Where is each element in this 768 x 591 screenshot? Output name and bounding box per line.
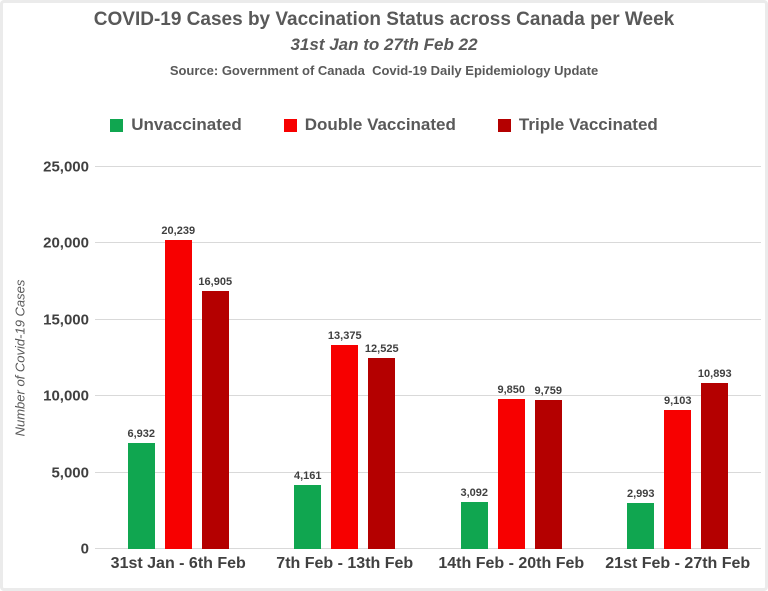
x-tick-label: 7th Feb - 13th Feb [276, 555, 414, 572]
bar-unvaccinated: 4,161 [294, 470, 322, 549]
bar-value-label: 9,850 [497, 383, 526, 396]
y-tick-label: 20,000 [43, 234, 89, 252]
bar-group: 4,161 13,375 12,525 [262, 167, 429, 549]
legend-label: Unvaccinated [131, 115, 242, 134]
bar-value-label: 3,092 [460, 486, 489, 499]
gridline [95, 318, 761, 320]
y-tick-label: 10,000 [43, 387, 89, 405]
bar-value-label: 20,239 [161, 224, 196, 237]
plot-area: 6,932 20,239 16,905 4,161 13,375 12,525 3,092 9… [95, 166, 761, 549]
legend-label: Double Vaccinated [304, 115, 456, 134]
legend-swatch [497, 118, 511, 132]
y-tick-label: 0 [80, 540, 89, 558]
chart-subtitle: 31st Jan to 27th Feb 22 [290, 35, 478, 54]
x-tick-label: 21st Feb - 27th Feb [605, 555, 751, 572]
bar-triple-vaccinated: 9,759 [534, 385, 562, 549]
bar-group: 2,993 9,103 10,893 [595, 167, 762, 549]
x-axis: 31st Jan - 6th Feb 7th Feb - 13th Feb 14th… [95, 555, 761, 581]
bar-value-label: 4,161 [293, 470, 322, 483]
bar-value-label: 10,893 [697, 367, 732, 380]
bar-unvaccinated: 6,932 [127, 428, 155, 549]
bar-unvaccinated: 3,092 [460, 487, 488, 549]
legend-swatch [283, 118, 297, 132]
bar-value-label: 16,905 [198, 275, 233, 288]
bar-group: 3,092 9,850 9,759 [428, 167, 595, 549]
bar-double-vaccinated: 9,850 [497, 384, 525, 549]
legend-item: Double Vaccinated [283, 115, 456, 135]
bar-triple-vaccinated: 12,525 [365, 343, 399, 549]
legend-swatch [110, 118, 124, 132]
x-tick-label: 31st Jan - 6th Feb [110, 555, 246, 572]
bar-groups: 6,932 20,239 16,905 4,161 13,375 12,525 3,092 9… [95, 167, 761, 549]
y-tick-label: 5,000 [51, 464, 89, 482]
bar-value-label: 9,759 [534, 384, 563, 397]
bar-value-label: 2,993 [626, 488, 655, 501]
bar-value-label: 9,103 [663, 394, 692, 407]
chart-title: COVID-19 Cases by Vaccination Status acr… [93, 9, 675, 30]
legend-item: Unvaccinated [110, 115, 242, 135]
bar-unvaccinated: 2,993 [627, 488, 655, 549]
bar-double-vaccinated: 13,375 [328, 330, 362, 549]
gridline [95, 242, 761, 244]
bar-double-vaccinated: 20,239 [161, 225, 195, 549]
bar-triple-vaccinated: 16,905 [198, 276, 232, 549]
chart-source-note: Source: Government of Canada Covid-19 Da… [169, 63, 599, 78]
legend: Unvaccinated Double Vaccinated Triple Vacc… [3, 111, 765, 139]
bar-value-label: 12,525 [364, 342, 399, 355]
gridline [95, 166, 761, 167]
bar-triple-vaccinated: 10,893 [698, 368, 732, 549]
gridline [95, 548, 761, 549]
gridline [95, 395, 761, 397]
bar-value-label: 13,375 [327, 329, 362, 342]
y-axis: 0 5,000 10,000 15,000 20,000 25,000 [3, 159, 89, 558]
bar-double-vaccinated: 9,103 [664, 395, 692, 549]
legend-item: Triple Vaccinated [497, 115, 658, 135]
x-tick-label: 14th Feb - 20th Feb [438, 555, 585, 572]
bar-group: 6,932 20,239 16,905 [95, 167, 262, 549]
legend-label: Triple Vaccinated [518, 115, 658, 134]
y-tick-label: 15,000 [43, 311, 89, 329]
gridline [95, 471, 761, 473]
y-tick-label: 25,000 [43, 158, 89, 176]
bar-value-label: 6,932 [127, 428, 156, 441]
